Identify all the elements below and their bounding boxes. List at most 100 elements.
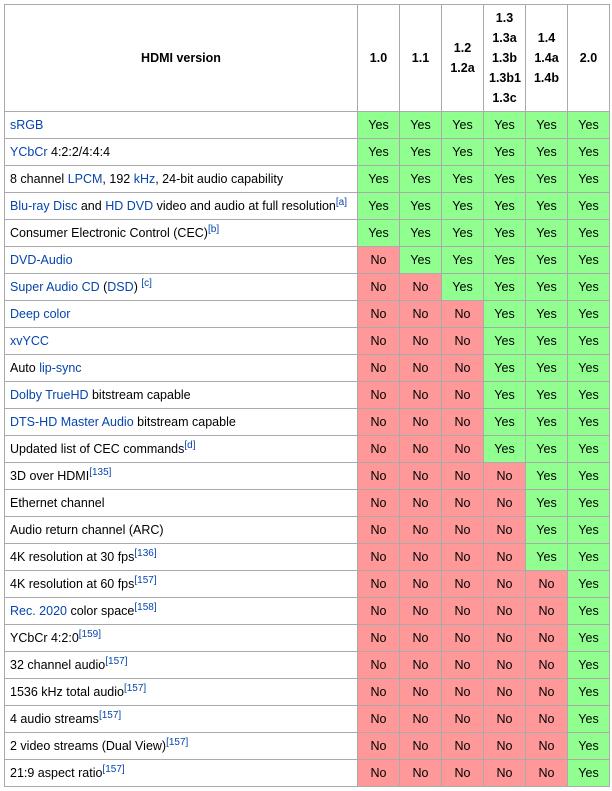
feature-link[interactable]: Blu-ray Disc [10,200,77,214]
version-label: 1.3a [489,28,520,48]
cell-yes: Yes [568,733,610,760]
cell-no: No [442,382,484,409]
cell-no: No [400,760,442,787]
feature-label: 4 audio streams[157] [5,706,358,733]
feature-link[interactable]: Super Audio CD [10,281,100,295]
cell-yes: Yes [484,274,526,301]
cell-no: No [400,328,442,355]
feature-link[interactable]: [157] [99,710,121,721]
feature-link[interactable]: [136] [134,548,156,559]
feature-link[interactable]: [157] [166,737,188,748]
feature-link[interactable]: [a] [336,197,347,208]
table-header: HDMI version1.01.11.21.2a1.31.3a1.3b1.3b… [5,5,610,112]
feature-link[interactable]: [b] [208,224,219,235]
table-row: DTS-HD Master Audio bitstream capableNoN… [5,409,610,436]
version-label: 1.3c [489,88,520,108]
cell-no: No [400,517,442,544]
feature-link[interactable]: DSD [107,281,133,295]
version-label: 1.3 [489,8,520,28]
cell-yes: Yes [442,247,484,274]
feature-link[interactable]: sRGB [10,118,43,132]
feature-link[interactable]: [157] [102,764,124,775]
feature-link[interactable]: [157] [105,656,127,667]
feature-link[interactable]: [d] [184,440,195,451]
cell-no: No [358,544,400,571]
cell-no: No [358,652,400,679]
feature-link[interactable]: [135] [89,467,111,478]
cell-yes: Yes [526,166,568,193]
feature-link[interactable]: [157] [134,575,156,586]
cell-yes: Yes [526,220,568,247]
cell-yes: Yes [526,139,568,166]
feature-link[interactable]: [157] [124,683,146,694]
version-label: 1.0 [363,48,394,68]
feature-link[interactable]: LPCM [68,172,103,186]
cell-yes: Yes [526,517,568,544]
table-row: 4K resolution at 60 fps[157]NoNoNoNoNoYe… [5,571,610,598]
cell-yes: Yes [484,112,526,139]
table-row: sRGBYesYesYesYesYesYes [5,112,610,139]
cell-yes: Yes [526,301,568,328]
cell-no: No [400,598,442,625]
feature-link[interactable]: DVD-Audio [10,253,73,267]
cell-yes: Yes [526,409,568,436]
cell-yes: Yes [400,247,442,274]
cell-yes: Yes [526,463,568,490]
feature-link[interactable]: kHz [134,172,156,186]
cell-no: No [442,571,484,598]
cell-yes: Yes [568,301,610,328]
table-row: Updated list of CEC commands[d]NoNoNoYes… [5,436,610,463]
cell-no: No [484,733,526,760]
cell-no: No [442,733,484,760]
table-row: Consumer Electronic Control (CEC)[b]YesY… [5,220,610,247]
cell-no: No [442,436,484,463]
cell-no: No [442,517,484,544]
cell-no: No [358,274,400,301]
cell-yes: Yes [568,409,610,436]
cell-yes: Yes [568,652,610,679]
feature-link[interactable]: YCbCr [10,145,48,159]
cell-no: No [400,733,442,760]
feature-link[interactable]: lip-sync [39,361,81,375]
feature-label: 1536 kHz total audio[157] [5,679,358,706]
version-header-3: 1.31.3a1.3b1.3b11.3c [484,5,526,112]
cell-yes: Yes [568,112,610,139]
cell-yes: Yes [568,490,610,517]
cell-yes: Yes [442,274,484,301]
cell-no: No [442,706,484,733]
feature-link[interactable]: Deep color [10,307,70,321]
feature-label: YCbCr 4:2:0[159] [5,625,358,652]
feature-label: Audio return channel (ARC) [5,517,358,544]
table-row: YCbCr 4:2:2/4:4:4YesYesYesYesYesYes [5,139,610,166]
cell-yes: Yes [526,274,568,301]
feature-link[interactable]: DTS-HD Master Audio [10,415,134,429]
feature-link[interactable]: [159] [79,629,101,640]
cell-no: No [358,328,400,355]
cell-yes: Yes [358,220,400,247]
version-header-4: 1.41.4a1.4b [526,5,568,112]
table-body: sRGBYesYesYesYesYesYesYCbCr 4:2:2/4:4:4Y… [5,112,610,787]
cell-yes: Yes [568,598,610,625]
cell-no: No [400,436,442,463]
version-label: 1.1 [405,48,436,68]
feature-link[interactable]: Dolby TrueHD [10,388,89,402]
feature-label: 32 channel audio[157] [5,652,358,679]
table-row: Super Audio CD (DSD) [c]NoNoYesYesYesYes [5,274,610,301]
feature-link[interactable]: [158] [134,602,156,613]
version-label: 2.0 [573,48,604,68]
cell-yes: Yes [400,193,442,220]
feature-link[interactable]: HD DVD [105,200,153,214]
feature-link[interactable]: [c] [141,278,152,289]
cell-yes: Yes [526,247,568,274]
cell-no: No [484,760,526,787]
cell-yes: Yes [484,436,526,463]
cell-yes: Yes [358,139,400,166]
version-label: 1.3b [489,48,520,68]
feature-link[interactable]: xvYCC [10,334,49,348]
cell-no: No [400,706,442,733]
cell-yes: Yes [568,166,610,193]
feature-link[interactable]: Rec. 2020 [10,605,67,619]
feature-label: Rec. 2020 color space[158] [5,598,358,625]
cell-no: No [358,355,400,382]
cell-no: No [358,733,400,760]
